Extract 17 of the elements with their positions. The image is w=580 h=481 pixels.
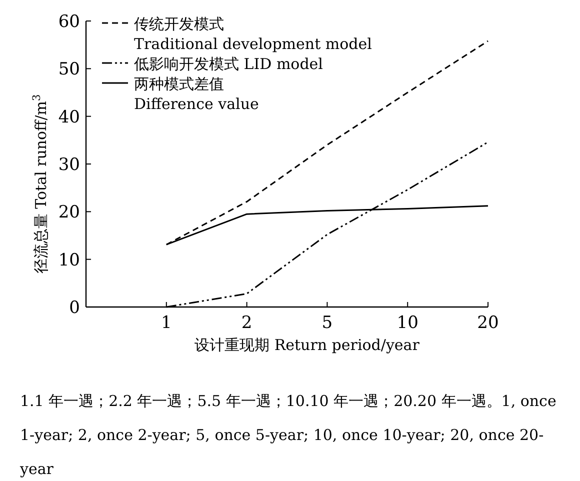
y-tick-label: 50 (58, 60, 80, 80)
y-tick-label: 60 (58, 12, 80, 32)
y-tick-label: 40 (58, 107, 80, 128)
y-tick-label: 0 (69, 298, 80, 318)
x-tick-label: 20 (477, 313, 499, 333)
y-tick-label: 30 (58, 155, 80, 175)
legend-label: 两种模式差值 Difference value (134, 74, 259, 114)
x-tick-label: 2 (241, 313, 252, 333)
y-tick-label: 20 (58, 202, 80, 223)
x-tick-label: 10 (396, 313, 418, 333)
x-axis-title: 设计重现期 Return period/year (194, 336, 420, 354)
legend-label: 传统开发模式 Traditional development model (134, 14, 372, 54)
x-tick-label: 5 (322, 313, 333, 333)
legend-label: 低影响开发模式 LID model (134, 54, 323, 74)
text: 1.1 年一遇；2.2 年一遇；5.5 年一遇；10.10 年一遇；20.20 年一遇。1, once 1-year; 2, once 2-year; 5, once 5-year; 10, once 10-year; 20, once 20-year (20, 391, 558, 480)
x-tick-label: 1 (160, 313, 172, 333)
y-tick-label: 10 (58, 250, 80, 270)
